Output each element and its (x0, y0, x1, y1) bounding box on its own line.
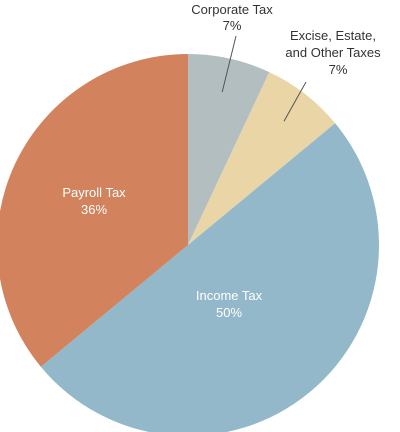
label-excise-line-2: and Other Taxes (285, 45, 381, 60)
slice-payroll-tax (0, 54, 188, 367)
label-corporate-tax: Corporate Tax (191, 2, 273, 17)
leader-excise (283, 81, 307, 122)
pie-slices (0, 54, 379, 432)
value-excise: 7% (329, 62, 348, 77)
leader-corporate-tax (221, 35, 237, 93)
label-excise-line-1: Excise, Estate, (290, 28, 376, 43)
value-income-tax: 50% (216, 305, 242, 320)
slice-excise-estate-and-other-taxes (188, 72, 336, 246)
value-payroll-tax: 36% (81, 202, 107, 217)
slice-income-tax (40, 123, 379, 432)
label-income-tax: Income Tax (196, 288, 263, 303)
label-payroll-tax: Payroll Tax (62, 185, 126, 200)
value-corporate-tax: 7% (223, 18, 242, 33)
leader-lines (221, 35, 307, 122)
slice-corporate-tax (188, 54, 270, 245)
